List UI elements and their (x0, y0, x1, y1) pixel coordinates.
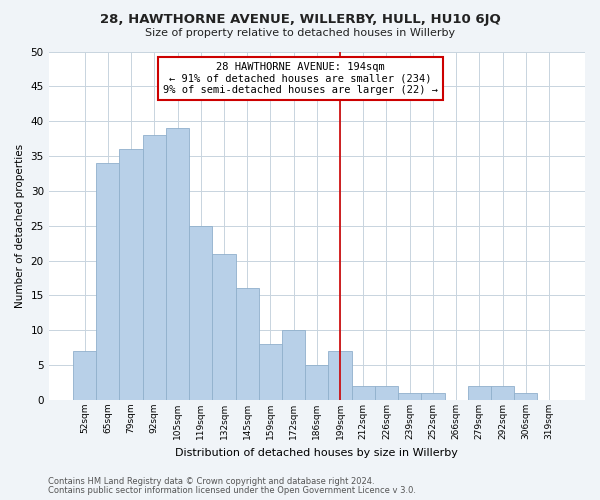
Bar (305, 365, 328, 400)
Bar (143, 135, 166, 400)
Bar (189, 226, 212, 400)
Bar (375, 386, 398, 400)
Bar (468, 386, 491, 400)
Bar (73, 351, 96, 400)
Bar (491, 386, 514, 400)
Text: Size of property relative to detached houses in Willerby: Size of property relative to detached ho… (145, 28, 455, 38)
Text: Contains HM Land Registry data © Crown copyright and database right 2024.: Contains HM Land Registry data © Crown c… (48, 477, 374, 486)
Text: 28, HAWTHORNE AVENUE, WILLERBY, HULL, HU10 6JQ: 28, HAWTHORNE AVENUE, WILLERBY, HULL, HU… (100, 12, 500, 26)
Bar (96, 163, 119, 400)
Bar (212, 254, 236, 400)
Bar (421, 393, 445, 400)
Bar (398, 393, 421, 400)
Text: Contains public sector information licensed under the Open Government Licence v : Contains public sector information licen… (48, 486, 416, 495)
Bar (236, 288, 259, 400)
Bar (166, 128, 189, 400)
Bar (514, 393, 538, 400)
Bar (259, 344, 282, 400)
Bar (119, 149, 143, 400)
Text: 28 HAWTHORNE AVENUE: 194sqm
← 91% of detached houses are smaller (234)
9% of sem: 28 HAWTHORNE AVENUE: 194sqm ← 91% of det… (163, 62, 438, 95)
Bar (352, 386, 375, 400)
Y-axis label: Number of detached properties: Number of detached properties (15, 144, 25, 308)
Bar (282, 330, 305, 400)
Bar (328, 351, 352, 400)
X-axis label: Distribution of detached houses by size in Willerby: Distribution of detached houses by size … (175, 448, 458, 458)
